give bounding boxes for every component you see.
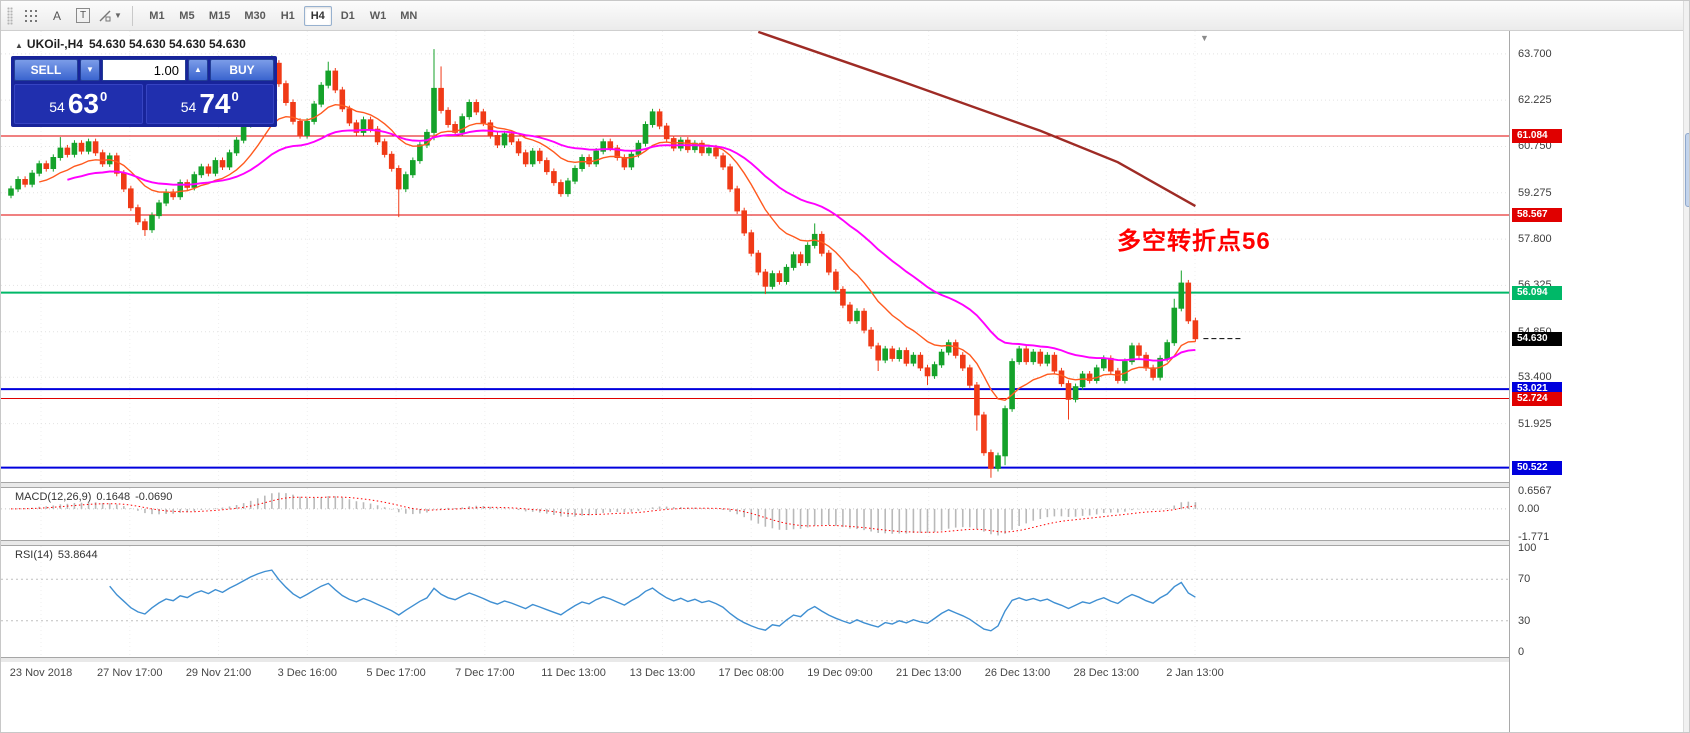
time-axis-label: 23 Nov 2018 bbox=[9, 667, 73, 679]
time-axis-label: 21 Dec 13:00 bbox=[895, 667, 962, 679]
buy-button[interactable]: BUY bbox=[210, 59, 274, 81]
timeframe-button-h4[interactable]: H4 bbox=[303, 5, 332, 26]
time-axis-label: 26 Dec 13:00 bbox=[984, 667, 1051, 679]
volume-decrease-button[interactable]: ▼ bbox=[80, 59, 100, 81]
toolbar-separator bbox=[131, 5, 133, 26]
price-axis-tick: 53.400 bbox=[1518, 371, 1552, 384]
rsi-indicator-pane[interactable] bbox=[1, 546, 1509, 657]
macd-value-signal: -0.0690 bbox=[135, 491, 173, 503]
buy-price-figure: 54 bbox=[180, 99, 197, 115]
chevron-down-icon: ▼ bbox=[114, 11, 122, 20]
time-axis-label: 17 Dec 08:00 bbox=[718, 667, 784, 679]
toolbar: A T ▼ M1 M5 M15 M30 H1 H4 D1 W1 MN bbox=[1, 1, 1689, 31]
price-badge-52.724: 52.724 bbox=[1512, 391, 1562, 406]
timeframe-button-h1[interactable]: H1 bbox=[274, 6, 302, 26]
time-axis-label: 27 Nov 17:00 bbox=[97, 667, 163, 679]
shapes-icon bbox=[99, 10, 111, 21]
macd-axis-label: -1.771 bbox=[1518, 531, 1550, 544]
price-axis-tick: 57.800 bbox=[1518, 233, 1552, 246]
time-axis-label: 2 Jan 13:00 bbox=[1166, 667, 1224, 679]
time-axis[interactable]: 23 Nov 2018 27 Nov 17:00 29 Nov 21:00 3 Dec… bbox=[1, 662, 1683, 690]
rsi-name: RSI(14) bbox=[15, 549, 53, 561]
volume-increase-button[interactable]: ▲ bbox=[188, 59, 208, 81]
price-axis-tick: 63.700 bbox=[1518, 47, 1552, 60]
sell-price-point: 0 bbox=[100, 89, 108, 104]
panel-splitter[interactable] bbox=[1, 540, 1683, 546]
timeframe-button-d1[interactable]: D1 bbox=[334, 6, 362, 26]
time-axis-label: 13 Dec 13:00 bbox=[629, 667, 696, 679]
time-axis-label: 19 Dec 09:00 bbox=[807, 667, 873, 679]
buy-price-point: 0 bbox=[231, 89, 239, 104]
caret-down-icon: ▼ bbox=[86, 65, 94, 74]
text-box-icon: T bbox=[75, 8, 91, 23]
time-axis-label: 29 Nov 21:00 bbox=[185, 667, 252, 679]
text-label-icon: A bbox=[52, 8, 61, 23]
rsi-axis-label: 30 bbox=[1518, 614, 1531, 627]
panel-splitter[interactable] bbox=[1, 482, 1683, 488]
timeframe-button-m15[interactable]: M15 bbox=[203, 6, 236, 26]
sell-price-pips: 63 bbox=[67, 88, 99, 119]
caret-up-icon: ▲ bbox=[194, 65, 202, 74]
buy-price-display[interactable]: 54 74 0 bbox=[145, 84, 274, 124]
rsi-label: RSI(14) 53.8644 bbox=[15, 549, 103, 561]
grid-tool-button[interactable] bbox=[19, 5, 43, 27]
rsi-value: 53.8644 bbox=[57, 549, 98, 561]
chart-text-annotation[interactable]: 多空转折点56 bbox=[1117, 228, 1271, 255]
sell-price-display[interactable]: 54 63 0 bbox=[14, 84, 143, 124]
time-axis-label: 11 Dec 13:00 bbox=[541, 667, 606, 679]
rsi-axis-label: 100 bbox=[1518, 542, 1537, 554]
price-axis-tick: 60.750 bbox=[1518, 140, 1552, 153]
macd-axis-label: 0.00 bbox=[1518, 502, 1540, 515]
trade-prices-row: 54 63 0 54 74 0 bbox=[14, 84, 274, 124]
text-box-tool-button[interactable]: T bbox=[71, 5, 95, 27]
time-axis-label: 28 Dec 13:00 bbox=[1073, 667, 1139, 679]
current-price-badge: 54.630 bbox=[1512, 331, 1562, 346]
macd-name: MACD(12,26,9) bbox=[15, 491, 92, 503]
text-label-tool-button[interactable]: A bbox=[45, 5, 69, 27]
price-badge-61.084: 61.084 bbox=[1512, 129, 1562, 143]
vertical-scrollbar[interactable] bbox=[1683, 1, 1689, 732]
macd-label: MACD(12,26,9) 0.1648 -0.0690 bbox=[15, 491, 177, 503]
scroll-to-end-marker-icon[interactable]: ▼ bbox=[1200, 33, 1209, 43]
price-axis[interactable]: 63.70062.22560.75059.27557.80056.32554.8… bbox=[1509, 31, 1683, 732]
main-candlestick-chart[interactable] bbox=[1, 31, 1509, 482]
timeframe-button-w1[interactable]: W1 bbox=[364, 6, 393, 26]
price-axis-tick: 62.225 bbox=[1518, 94, 1552, 107]
ohlc-values: 54.630 54.630 54.630 54.630 bbox=[88, 37, 246, 51]
time-axis-label: 3 Dec 16:00 bbox=[277, 667, 337, 679]
trade-controls-row: SELL ▼ ▲ BUY bbox=[14, 59, 274, 81]
timeframe-button-m1[interactable]: M1 bbox=[143, 6, 171, 26]
timeframe-button-mn[interactable]: MN bbox=[394, 6, 423, 26]
rsi-axis-label: 70 bbox=[1518, 573, 1531, 586]
timeframe-button-m30[interactable]: M30 bbox=[238, 6, 271, 26]
sell-button[interactable]: SELL bbox=[14, 59, 78, 81]
sell-price-figure: 54 bbox=[49, 99, 65, 115]
timeframe-button-m5[interactable]: M5 bbox=[173, 6, 201, 26]
price-badge-56.094: 56.094 bbox=[1512, 285, 1562, 300]
time-axis-label: 7 Dec 17:00 bbox=[455, 667, 515, 679]
symbol-icon: ▲ bbox=[15, 41, 23, 50]
drawing-tools-button[interactable]: ▼ bbox=[97, 5, 123, 27]
price-badge-50.522: 50.522 bbox=[1512, 460, 1562, 475]
rsi-axis-label: 0 bbox=[1518, 646, 1525, 658]
price-badge-58.567: 58.567 bbox=[1512, 208, 1562, 223]
time-axis-label: 5 Dec 17:00 bbox=[366, 667, 426, 679]
price-axis-tick: 51.925 bbox=[1518, 417, 1552, 430]
macd-value-main: 0.1648 bbox=[96, 491, 131, 503]
buy-price-pips: 74 bbox=[199, 88, 231, 119]
macd-indicator-pane[interactable] bbox=[1, 488, 1509, 540]
scrollbar-thumb[interactable] bbox=[1685, 133, 1689, 207]
toolbar-grip[interactable] bbox=[7, 6, 13, 25]
chart-title: ▲ UKOil-,H4 54.630 54.630 54.630 54.630 bbox=[15, 37, 246, 51]
timeframe-group: M1 M5 M15 M30 H1 H4 D1 W1 MN bbox=[142, 5, 424, 26]
macd-axis-label: 0.6567 bbox=[1518, 484, 1552, 497]
price-axis-tick: 59.275 bbox=[1518, 186, 1552, 199]
symbol-period-label: UKOil-,H4 bbox=[26, 37, 83, 51]
volume-input[interactable] bbox=[102, 59, 186, 81]
grid-icon bbox=[25, 9, 37, 22]
